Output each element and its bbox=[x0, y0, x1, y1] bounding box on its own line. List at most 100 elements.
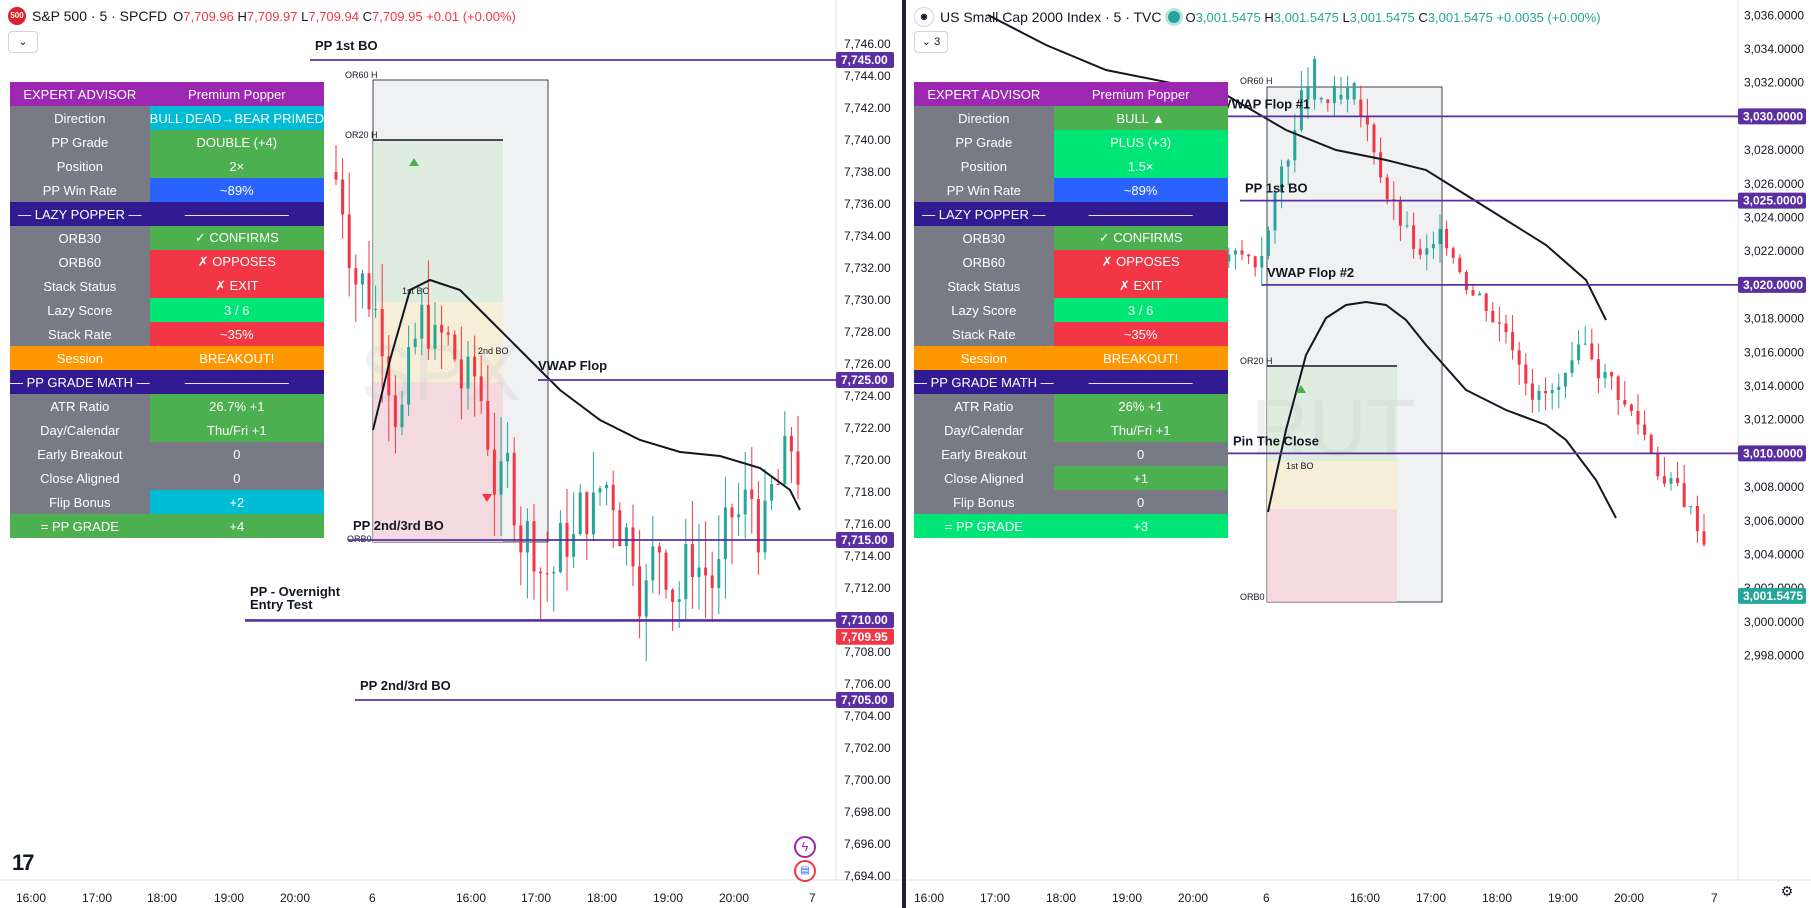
candle-body bbox=[1445, 228, 1449, 249]
candle-body bbox=[440, 324, 444, 333]
symbol-title[interactable]: S&P 500 · 5 · SPCFD bbox=[32, 8, 168, 24]
price-tag-label: 3,030.0000 bbox=[1743, 109, 1803, 123]
or60-label: OR60 H bbox=[345, 70, 378, 80]
advisor-value: BULL ▲ bbox=[1053, 106, 1228, 130]
advisor-key: Stack Rate bbox=[10, 322, 150, 346]
candle-body bbox=[1438, 228, 1442, 245]
candle-body bbox=[1583, 343, 1587, 345]
price-tick-label: 3,036.0000 bbox=[1744, 8, 1804, 22]
candle-body bbox=[1418, 248, 1422, 255]
settings-gear-icon[interactable]: ⚙ bbox=[1780, 883, 1794, 899]
advisor-key: = PP GRADE bbox=[10, 514, 150, 538]
market-status-icon[interactable] bbox=[1167, 11, 1180, 23]
advisor-value: ~35% bbox=[1053, 322, 1228, 346]
chart-pane-spx[interactable]: 7,746.00 7,744.00 7,742.00 7,740.00 7,738.00… bbox=[0, 0, 902, 908]
candle-body bbox=[1471, 289, 1475, 296]
candle-body bbox=[1491, 311, 1495, 323]
pane-divider[interactable] bbox=[902, 0, 906, 908]
price-tick-label: 7,726.00 bbox=[844, 357, 891, 371]
price-tick-label: 3,016.0000 bbox=[1744, 345, 1804, 359]
price-tick-label: 7,696.00 bbox=[844, 837, 891, 851]
advisor-row: — PP GRADE MATH — ———————— bbox=[914, 370, 1228, 394]
candle-body bbox=[1524, 364, 1528, 384]
or20-label: OR20 H bbox=[1240, 356, 1273, 366]
current-price-tag bbox=[1738, 587, 1806, 604]
candle-body bbox=[334, 172, 338, 180]
price-tag bbox=[836, 532, 894, 548]
candle-body bbox=[407, 347, 411, 405]
advisor-key: Stack Rate bbox=[914, 322, 1054, 346]
candle-body bbox=[591, 492, 595, 535]
advisor-row: PP Win Rate ~89% bbox=[10, 178, 324, 202]
level-label: PP 1st BO bbox=[1245, 181, 1308, 196]
candle-body bbox=[446, 332, 450, 335]
candle-body bbox=[624, 527, 628, 547]
collapse-indicators-button[interactable]: ⌄ bbox=[8, 31, 38, 53]
time-tick-label: 17:00 bbox=[980, 891, 1010, 905]
price-tick-label: 3,012.0000 bbox=[1744, 413, 1804, 427]
time-tick-label: 19:00 bbox=[653, 891, 683, 905]
collapse-indicators-button[interactable]: ⌄ 3 bbox=[914, 31, 948, 53]
chart-pane-rut[interactable]: 3,036.0000 3,034.0000 3,032.0000 3,030.0000… bbox=[906, 0, 1811, 908]
level-label: Pin The Close bbox=[1233, 433, 1319, 448]
advisor-row: Session BREAKOUT! bbox=[10, 346, 324, 370]
advisor-key: EXPERT ADVISOR bbox=[914, 82, 1054, 106]
candle-body bbox=[1676, 478, 1680, 484]
candle-body bbox=[367, 273, 371, 310]
time-tick-label: 20:00 bbox=[280, 891, 310, 905]
tradingview-logo-icon[interactable]: 17 bbox=[12, 850, 35, 875]
price-tick-label: 7,708.00 bbox=[844, 645, 891, 659]
candle-body bbox=[486, 401, 490, 450]
advisor-value: 26.7% +1 bbox=[149, 394, 324, 418]
candle-body bbox=[585, 492, 589, 535]
advisor-value: ———————— bbox=[1053, 370, 1228, 394]
price-tag-label: 7,745.00 bbox=[841, 53, 888, 67]
price-chart-spx[interactable]: 7,746.00 7,744.00 7,742.00 7,740.00 7,738.00… bbox=[0, 0, 902, 908]
lightning-icon[interactable]: ϟ bbox=[794, 836, 816, 858]
time-tick-label: 17:00 bbox=[82, 891, 112, 905]
price-tick-label: 7,700.00 bbox=[844, 773, 891, 787]
level-label: VWAP Flop #2 bbox=[1267, 265, 1354, 280]
advisor-row: Position 1.5× bbox=[914, 154, 1228, 178]
current-price-label: 3,001.5475 bbox=[1743, 589, 1803, 603]
candle-body bbox=[1379, 152, 1383, 178]
us-flag-icon[interactable]: ▤ bbox=[794, 860, 816, 882]
candle-body bbox=[1504, 323, 1508, 333]
advisor-value: ✗ EXIT bbox=[1053, 274, 1228, 298]
advisor-key: ATR Ratio bbox=[10, 394, 150, 418]
advisor-row: PP Grade DOUBLE (+4) bbox=[10, 130, 324, 154]
price-tick-label: 7,720.00 bbox=[844, 453, 891, 467]
candle-body bbox=[400, 404, 404, 428]
advisor-key: PP Win Rate bbox=[10, 178, 150, 202]
time-tick-label: 18:00 bbox=[587, 891, 617, 905]
advisor-value: +3 bbox=[1053, 514, 1228, 538]
price-tick-label: 7,702.00 bbox=[844, 741, 891, 755]
symbol-title[interactable]: US Small Cap 2000 Index · 5 · TVC bbox=[940, 9, 1162, 25]
candle-body bbox=[393, 395, 397, 428]
candle-body bbox=[1372, 124, 1376, 153]
time-tick-label: 19:00 bbox=[1548, 891, 1578, 905]
price-tick-label: 7,698.00 bbox=[844, 805, 891, 819]
price-tick-label: 3,032.0000 bbox=[1744, 76, 1804, 90]
candle-body bbox=[1425, 248, 1429, 255]
sell-signal-icon bbox=[482, 494, 492, 502]
advisor-key: Direction bbox=[914, 106, 1054, 130]
price-chart-rut[interactable]: 3,036.0000 3,034.0000 3,032.0000 3,030.0000… bbox=[906, 0, 1811, 908]
price-tick-label: 7,738.00 bbox=[844, 165, 891, 179]
time-tick-label: 18:00 bbox=[1046, 891, 1076, 905]
advisor-key: Early Breakout bbox=[914, 442, 1054, 466]
candle-body bbox=[499, 461, 503, 495]
price-tick-label: 2,998.0000 bbox=[1744, 649, 1804, 663]
advisor-value: 0 bbox=[149, 442, 324, 466]
advisor-key: Day/Calendar bbox=[10, 418, 150, 442]
candle-body bbox=[1286, 160, 1290, 167]
advisor-key: Day/Calendar bbox=[914, 418, 1054, 442]
candle-body bbox=[677, 599, 681, 603]
candle-body bbox=[347, 214, 351, 269]
candle-body bbox=[1616, 376, 1620, 400]
candle-body bbox=[1273, 192, 1277, 231]
candle-body bbox=[684, 544, 688, 600]
price-tick-label: 7,714.00 bbox=[844, 549, 891, 563]
level-label: PP 1st BO bbox=[315, 38, 378, 53]
advisor-key: EXPERT ADVISOR bbox=[10, 82, 150, 106]
